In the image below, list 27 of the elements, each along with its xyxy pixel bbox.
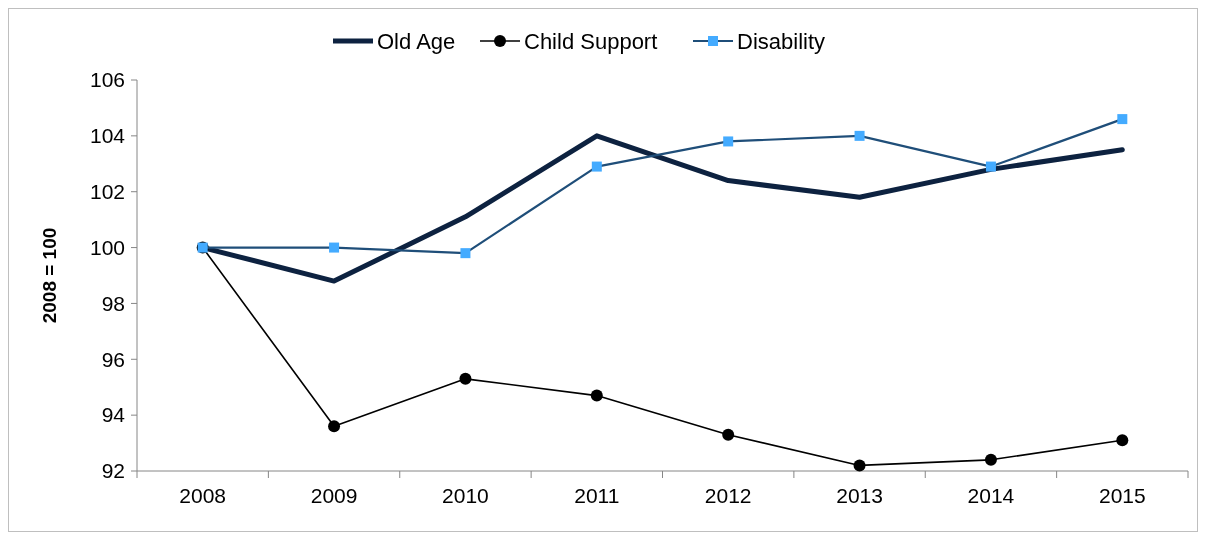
point xyxy=(590,389,603,402)
point xyxy=(1116,434,1129,447)
legend-label: Disability xyxy=(737,28,826,54)
point xyxy=(328,420,341,433)
x-tick-label: 2013 xyxy=(836,484,883,507)
y-tick-label: 106 xyxy=(89,68,125,92)
x-tick-label: 2008 xyxy=(179,484,227,507)
y-tick-label: 92 xyxy=(101,459,125,483)
point xyxy=(853,459,866,472)
y-tick-label: 98 xyxy=(101,291,125,315)
legend-label: Child Support xyxy=(524,28,658,54)
y-tick-label: 100 xyxy=(89,235,125,259)
y-tick-label: 104 xyxy=(89,124,126,148)
y-axis-title: 2008 = 100 xyxy=(39,227,60,324)
y-tick-label: 94 xyxy=(101,403,126,427)
point xyxy=(984,453,997,466)
y-tick-label: 102 xyxy=(89,180,125,204)
point xyxy=(459,372,472,385)
point xyxy=(722,428,735,441)
legend-label: Old Age xyxy=(377,28,456,54)
x-tick-label: 2012 xyxy=(704,484,752,507)
x-tick-label: 2010 xyxy=(442,484,489,507)
y-tick-label: 96 xyxy=(101,347,125,371)
x-tick-label: 2015 xyxy=(1098,484,1146,507)
x-tick-label: 2009 xyxy=(310,484,358,507)
x-tick-label: 2011 xyxy=(574,484,620,507)
x-tick-label: 2014 xyxy=(967,484,1015,507)
